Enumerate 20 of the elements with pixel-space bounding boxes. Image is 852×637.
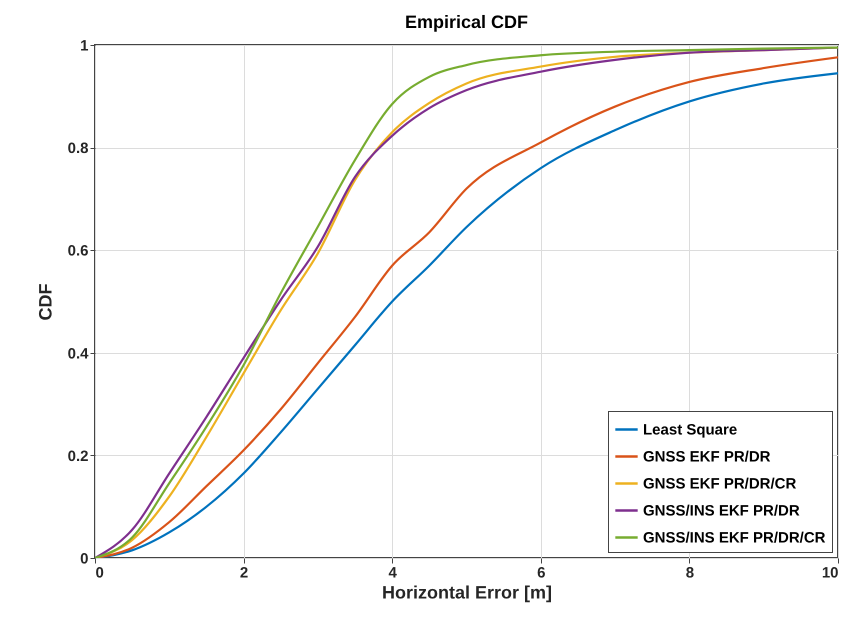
legend-label: GNSS/INS EKF PR/DR: [643, 502, 800, 520]
x-axis-title: Horizontal Error [m]: [382, 582, 552, 602]
y-axis-title: CDF: [36, 284, 56, 320]
x-tick-label: 10: [822, 564, 838, 582]
x-tick-label: 6: [537, 564, 546, 582]
legend-label: GNSS/INS EKF PR/DR/CR: [643, 530, 826, 546]
chart-title: Empirical CDF: [404, 12, 528, 32]
x-tick-label: 2: [240, 564, 248, 582]
y-tick-label: 0.6: [68, 242, 88, 260]
y-tick-label: 0.8: [68, 140, 88, 158]
legend-label: GNSS EKF PR/DR: [643, 448, 771, 466]
x-tick-label: 0: [96, 564, 104, 582]
legend-label: GNSS EKF PR/DR/CR: [643, 476, 797, 492]
y-tick-label: 0.4: [68, 345, 90, 362]
y-tick-label: 1: [80, 38, 88, 54]
legend-label: Least Square: [643, 422, 738, 438]
x-tick-label: 8: [686, 564, 694, 582]
x-tick-label: 4: [388, 564, 398, 582]
y-tick-label: 0: [80, 550, 88, 568]
y-tick-label: 0.2: [68, 448, 88, 465]
